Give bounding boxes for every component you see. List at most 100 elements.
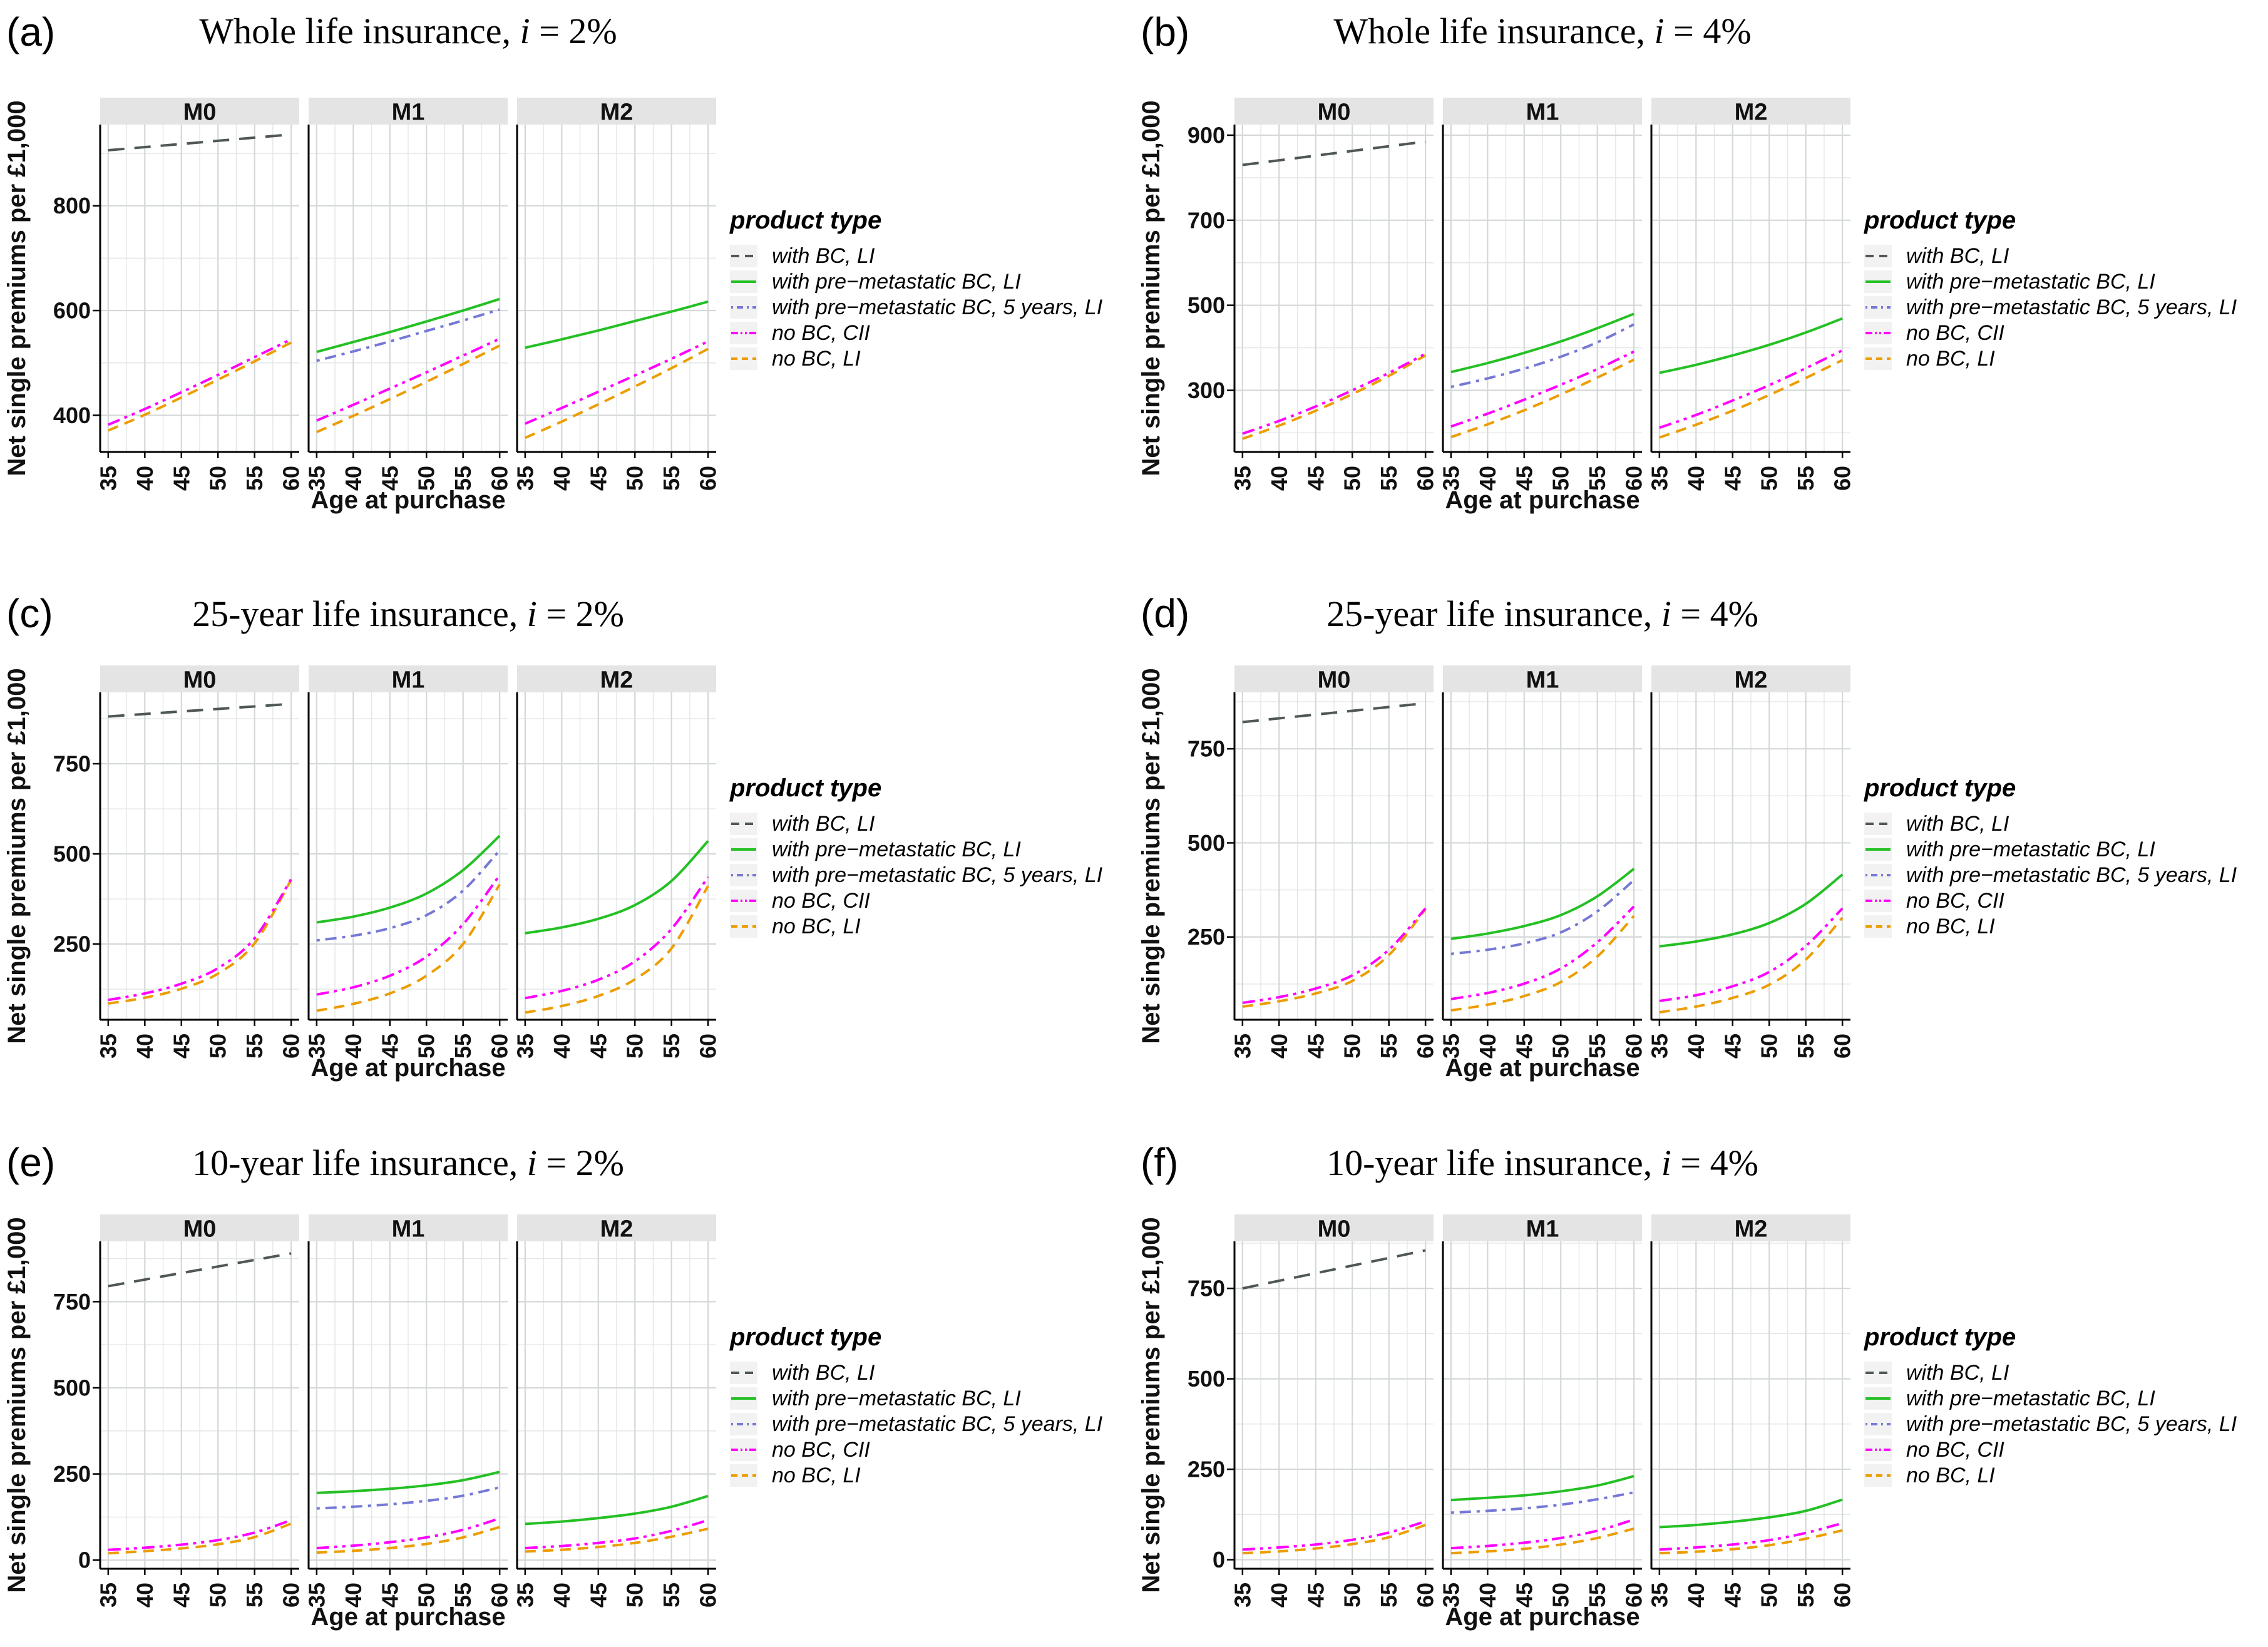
series-curve-no_bc_li bbox=[1659, 916, 1844, 1013]
x-tick-label: 50 bbox=[1548, 1034, 1574, 1059]
x-tick-label: 60 bbox=[1413, 466, 1439, 491]
facet-strip bbox=[1651, 665, 1850, 692]
legend-key-with_premetastatic_bc_li bbox=[1864, 1387, 1892, 1410]
panel-title-var: i bbox=[520, 11, 530, 51]
legend-key-with_premetastatic_bc_5y_li bbox=[730, 864, 757, 886]
x-tick-label: 45 bbox=[1303, 1034, 1328, 1059]
legend-b: product type with BC, LI with pre−metastat… bbox=[1864, 207, 2268, 373]
series-curve-with_premetastatic_bc_li bbox=[1659, 317, 1843, 374]
legend-a: product type with BC, LI with pre−metastat… bbox=[730, 207, 1143, 373]
series-group bbox=[108, 702, 292, 1005]
facet-M0-panel-f: M0 35 40 45 50 55 60 bbox=[1229, 1214, 1439, 1608]
x-tick-label: 55 bbox=[1584, 466, 1610, 491]
legend-entry-with_premetastatic_bc_li: with pre−metastatic BC, LI bbox=[730, 838, 1143, 861]
legend-key-with_premetastatic_bc_li bbox=[1864, 838, 1892, 861]
legend-key-no_bc_li bbox=[1864, 1464, 1892, 1487]
legend-entry-with_premetastatic_bc_li: with pre−metastatic BC, LI bbox=[1864, 1387, 2268, 1410]
y-tick-label: 750 bbox=[1188, 736, 1225, 762]
x-tick-label: 40 bbox=[1683, 1583, 1709, 1608]
series-group bbox=[316, 1470, 500, 1554]
y-tick-label: 500 bbox=[1188, 830, 1225, 856]
legend-key-with_premetastatic_bc_li bbox=[730, 270, 757, 293]
legend-key-line-icon bbox=[1865, 306, 1891, 309]
x-tick-label: 40 bbox=[1683, 1034, 1709, 1059]
series-curve-no_bc_li bbox=[316, 1526, 500, 1554]
x-tick-label: 60 bbox=[695, 1583, 721, 1608]
x-tick-label: 45 bbox=[1511, 1583, 1537, 1608]
y-tick-label: 900 bbox=[1188, 122, 1225, 148]
legend-entry-with_bc_li: with BC, LI bbox=[1864, 1361, 2268, 1385]
y-tick-label: 300 bbox=[1188, 377, 1225, 403]
panel-b: (b) Whole life insurance, i = 4% Net singl… bbox=[1134, 0, 2268, 549]
series-curve-with_premetastatic_bc_li bbox=[525, 1494, 709, 1526]
x-tick-label: 60 bbox=[1413, 1583, 1439, 1608]
x-tick-label: 50 bbox=[1757, 466, 1782, 491]
series-group bbox=[316, 297, 501, 434]
legend-key-no_bc_cii bbox=[1864, 1439, 1892, 1461]
legend-entry-label: with BC, LI bbox=[772, 811, 875, 836]
x-tick-label: 40 bbox=[1266, 1034, 1292, 1059]
legend-title: product type bbox=[1864, 1323, 2016, 1351]
series-curve-no_bc_cii bbox=[525, 876, 709, 1000]
legend-key-with_premetastatic_bc_5y_li bbox=[1864, 1413, 1892, 1435]
x-tick-label: 50 bbox=[622, 1034, 648, 1059]
x-tick-label: 45 bbox=[1303, 466, 1328, 491]
facet-strip-label: M1 bbox=[1526, 667, 1559, 694]
x-axis-title: Age at purchase bbox=[310, 1603, 505, 1631]
legend-entry-label: with pre−metastatic BC, LI bbox=[1906, 1386, 2155, 1410]
legend-title: product type bbox=[1864, 774, 2016, 802]
series-curve-no_bc_cii bbox=[1242, 907, 1427, 1004]
legend-entry-with_premetastatic_bc_li: with pre−metastatic BC, LI bbox=[1864, 270, 2268, 294]
facet-strip-label: M1 bbox=[392, 667, 425, 694]
legend-key-with_premetastatic_bc_5y_li bbox=[1864, 864, 1892, 886]
legend-key-with_bc_li bbox=[1864, 245, 1892, 267]
legend-entry-label: with BC, LI bbox=[772, 244, 875, 268]
legend-entry-label: with pre−metastatic BC, 5 years, LI bbox=[772, 863, 1103, 887]
legend-entry-label: no BC, LI bbox=[1906, 346, 1995, 371]
x-tick-label: 35 bbox=[1646, 1034, 1672, 1059]
x-tick-label: 50 bbox=[414, 1034, 439, 1059]
x-tick-label: 50 bbox=[622, 1583, 648, 1608]
legend-entry-label: with BC, LI bbox=[1906, 811, 2009, 836]
x-tick-label: 40 bbox=[132, 466, 158, 491]
legend-entry-with_bc_li: with BC, LI bbox=[1864, 811, 2268, 836]
series-curve-with_premetastatic_bc_5y_li bbox=[316, 308, 500, 362]
series-curve-with_premetastatic_bc_li bbox=[1450, 868, 1635, 940]
legend-entry-with_premetastatic_bc_5y_li: with pre−metastatic BC, 5 years, LI bbox=[1864, 295, 2268, 319]
x-tick-label: 60 bbox=[1830, 1034, 1855, 1059]
legend-entry-label: no BC, CII bbox=[1906, 888, 2004, 913]
y-tick-label: 600 bbox=[53, 298, 91, 324]
facet-M2-panel-b: M2 35 40 45 50 55 60 bbox=[1646, 98, 1855, 491]
facet-strip bbox=[1443, 98, 1642, 125]
facet-strip bbox=[517, 98, 716, 125]
series-curve-no_bc_li bbox=[316, 344, 501, 434]
legend-key-with_premetastatic_bc_5y_li bbox=[1864, 296, 1892, 319]
legend-key-line-icon bbox=[731, 823, 756, 825]
legend-key-line-icon bbox=[1865, 823, 1891, 825]
legend-key-line-icon bbox=[731, 848, 756, 851]
legend-entry-no_bc_cii: no BC, CII bbox=[730, 321, 1143, 345]
series-group bbox=[1450, 1475, 1634, 1555]
x-tick-label: 40 bbox=[549, 466, 575, 491]
x-axis-title: Age at purchase bbox=[1445, 1054, 1639, 1082]
series-group bbox=[1242, 702, 1427, 1008]
legend-key-line-icon bbox=[1865, 1397, 1891, 1400]
x-axis-title: Age at purchase bbox=[310, 486, 505, 514]
facet-M0-panel-d: M0 35 40 45 50 55 60 bbox=[1229, 665, 1439, 1059]
series-curve-no_bc_li bbox=[1242, 1524, 1426, 1555]
x-axis-title: Age at purchase bbox=[1445, 1603, 1639, 1631]
legend-entry-with_premetastatic_bc_5y_li: with pre−metastatic BC, 5 years, LI bbox=[730, 863, 1143, 887]
legend-c: product type with BC, LI with pre−metastat… bbox=[730, 774, 1143, 941]
x-tick-label: 35 bbox=[512, 1034, 538, 1059]
panel-label-e: (e) bbox=[6, 1140, 56, 1185]
panel-title-text: 25-year life insurance, bbox=[1326, 593, 1661, 634]
panel-title-text: 25-year life insurance, bbox=[192, 593, 527, 634]
y-tick-label: 800 bbox=[53, 193, 91, 218]
series-curve-with_bc_li bbox=[108, 702, 292, 718]
x-tick-label: 55 bbox=[242, 1034, 267, 1059]
series-curve-no_bc_li bbox=[1450, 915, 1635, 1012]
legend-key-line-icon bbox=[731, 1449, 756, 1451]
legend-entry-label: no BC, CII bbox=[772, 321, 870, 345]
x-tick-label: 60 bbox=[279, 466, 304, 491]
